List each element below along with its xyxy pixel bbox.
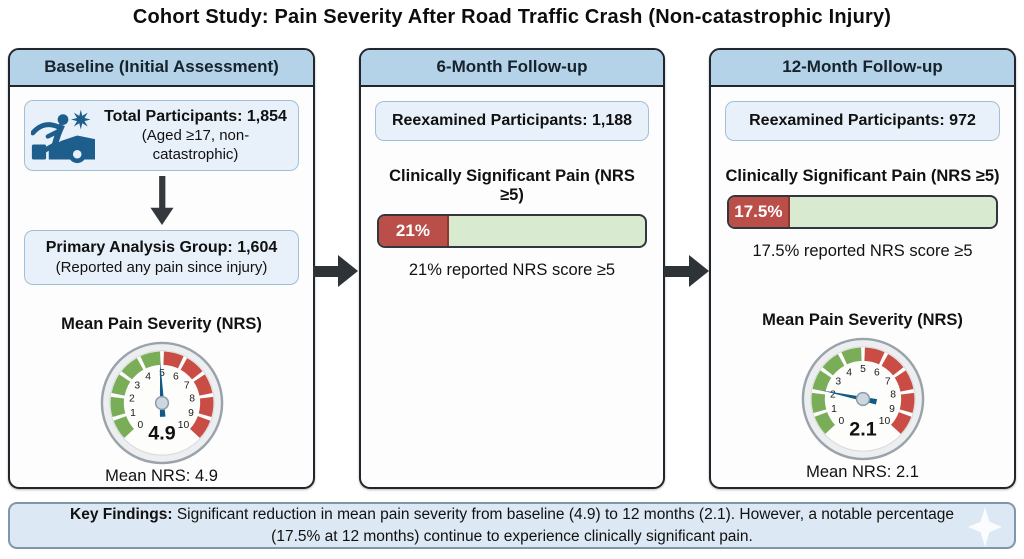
primary-analysis-criteria: (Reported any pain since injury): [55, 258, 268, 276]
twelve-month-reexamined-box: Reexamined Participants: 972: [725, 101, 1000, 141]
baseline-panel: Baseline (Initial Assessment): [8, 48, 315, 489]
page-title: Cohort Study: Pain Severity After Road T…: [132, 6, 892, 28]
baseline-panel-header: Baseline (Initial Assessment): [10, 50, 313, 87]
six-month-reexamined-box: Reexamined Participants: 1,188: [375, 101, 649, 141]
twelve-month-bar-caption: 17.5% reported NRS score ≥5: [752, 242, 973, 260]
svg-text:9: 9: [188, 408, 194, 419]
twelve-month-panel: 12-Month Follow-up Reexamined Participan…: [709, 48, 1016, 489]
baseline-gauge-title: Mean Pain Severity (NRS): [61, 314, 262, 333]
twelve-month-gauge-caption: Mean NRS: 2.1: [806, 463, 919, 481]
svg-text:2.1: 2.1: [849, 418, 876, 440]
key-findings-banner: Key Findings: Significant reduction in m…: [8, 502, 1016, 549]
svg-text:3: 3: [835, 377, 841, 388]
svg-text:8: 8: [890, 390, 896, 401]
svg-text:7: 7: [183, 380, 189, 391]
svg-text:4.9: 4.9: [148, 422, 175, 444]
svg-text:1: 1: [831, 404, 837, 415]
total-participants-text: Total Participants: 1,854 (Aged ≥17, non…: [101, 107, 290, 164]
twelve-month-gauge-title: Mean Pain Severity (NRS): [762, 311, 963, 329]
key-findings-text: Key Findings: Significant reduction in m…: [48, 504, 976, 547]
svg-text:0: 0: [838, 416, 844, 427]
total-participants-criteria: (Aged ≥17, non-catastrophic): [141, 127, 250, 163]
six-month-panel: 6-Month Follow-up Reexamined Participant…: [359, 48, 665, 489]
twelve-month-pain-bar-fill: 17.5%: [729, 197, 790, 227]
six-month-pain-bar: 21%: [377, 214, 647, 248]
svg-text:9: 9: [889, 404, 895, 415]
flow-arrow-down-icon: [149, 176, 174, 226]
svg-text:10: 10: [878, 416, 890, 427]
svg-text:10: 10: [177, 420, 189, 431]
twelve-month-pain-bar: 17.5%: [727, 195, 998, 229]
flow-arrow-right-icon: [313, 255, 358, 287]
svg-text:2: 2: [128, 394, 134, 405]
svg-text:5: 5: [860, 364, 866, 375]
key-findings-label: Key Findings:: [70, 505, 173, 523]
six-month-pain-heading: Clinically Significant Pain (NRS ≥5): [389, 167, 635, 204]
svg-text:1: 1: [130, 408, 136, 419]
six-month-bar-caption: 21% reported NRS score ≥5: [408, 261, 616, 279]
svg-text:5: 5: [159, 368, 165, 379]
primary-analysis-count: Primary Analysis Group: 1,604: [45, 239, 278, 257]
twelve-month-pain-heading: Clinically Significant Pain (NRS ≥5): [725, 167, 1000, 185]
svg-text:3: 3: [134, 380, 140, 391]
svg-text:4: 4: [846, 367, 852, 378]
road-crash-icon: [31, 109, 95, 163]
primary-analysis-box: Primary Analysis Group: 1,604 (Reported …: [24, 230, 299, 285]
svg-text:2: 2: [829, 390, 835, 401]
total-participants-box: Total Participants: 1,854 (Aged ≥17, non…: [24, 100, 299, 172]
key-findings-body: Significant reduction in mean pain sever…: [176, 505, 954, 545]
svg-text:7: 7: [884, 377, 890, 388]
svg-text:8: 8: [189, 394, 195, 405]
svg-text:0: 0: [137, 420, 143, 431]
svg-text:6: 6: [874, 367, 880, 378]
svg-text:6: 6: [173, 371, 179, 382]
total-participants-count: Total Participants: 1,854: [104, 108, 287, 125]
flow-arrow-right-icon: [664, 255, 709, 287]
baseline-gauge-caption: Mean NRS: 4.9: [105, 466, 218, 485]
svg-text:4: 4: [145, 371, 151, 382]
six-month-panel-header: 6-Month Follow-up: [361, 50, 663, 87]
six-month-pain-bar-fill: 21%: [379, 216, 449, 246]
twelve-month-panel-header: 12-Month Follow-up: [711, 50, 1014, 87]
